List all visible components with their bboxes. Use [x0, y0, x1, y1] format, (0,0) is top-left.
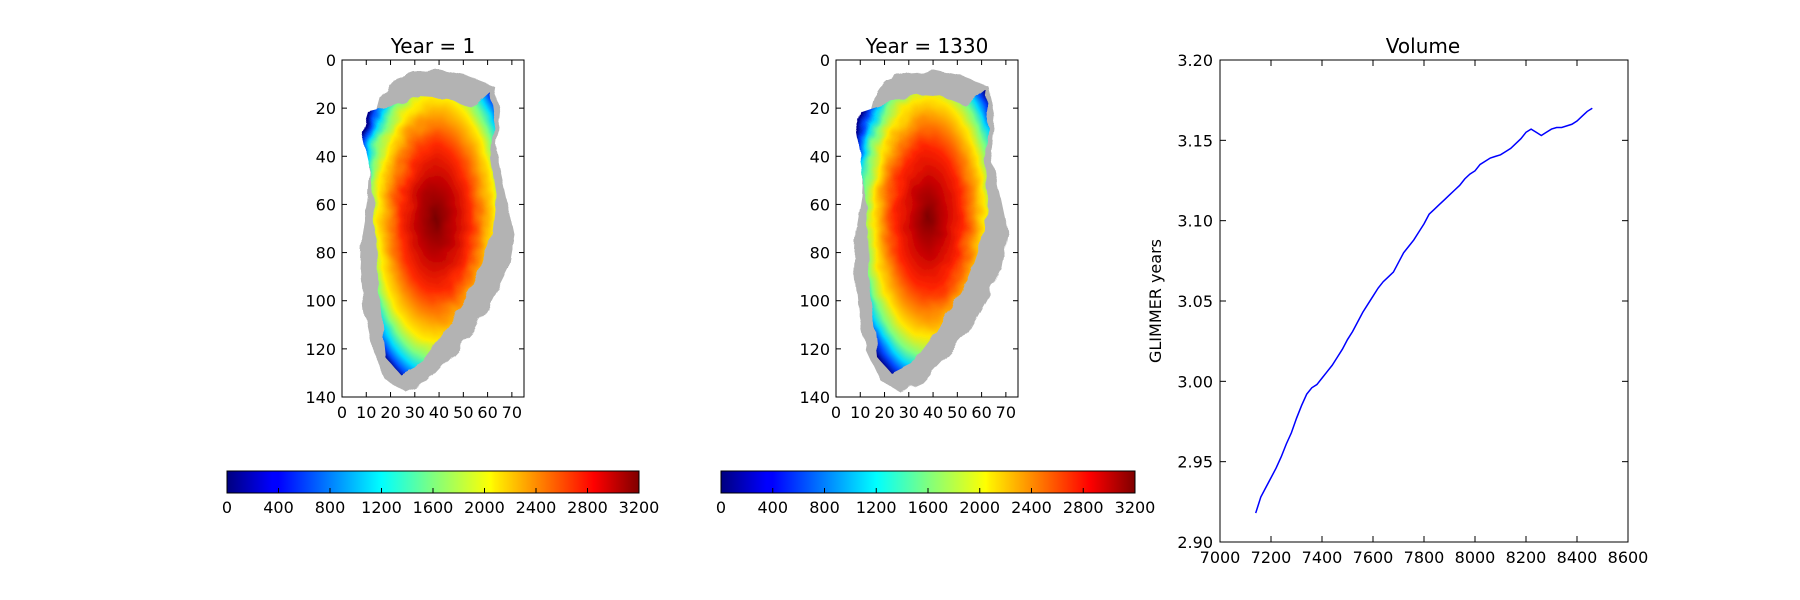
plot-frame [835, 59, 1019, 398]
colorbar-tick-label: 3200 [1115, 498, 1156, 517]
ice-thickness-field [362, 92, 496, 374]
colorbar-tick-label: 2800 [1063, 498, 1104, 517]
heatmap-panel-year-1330: Year = 1330 0 10 20 30 40 50 60 70 020406080100… [799, 34, 1019, 422]
colorbar-tick-label: 1200 [856, 498, 897, 517]
x-tick-label: 8000 [1455, 548, 1496, 567]
x-tick-label: 7200 [1251, 548, 1292, 567]
x-tick-label: 30 [899, 403, 919, 422]
y-tick-label: 20 [316, 99, 336, 118]
x-axis: 0 10 20 30 40 50 60 70 [337, 60, 522, 422]
x-tick-label: 60 [971, 403, 991, 422]
x-tick-label: 20 [380, 403, 400, 422]
chart-title: Year = 1 [390, 34, 476, 58]
ice-thickness-field [856, 90, 988, 374]
y-tick-label: 2.90 [1177, 533, 1213, 552]
x-tick-label: 40 [923, 403, 943, 422]
colorbar-tick-label: 1600 [413, 498, 454, 517]
x-tick-label: 70 [996, 403, 1016, 422]
colorbar-tick-label: 2000 [464, 498, 505, 517]
colorbar-tick-label: 2800 [567, 498, 608, 517]
y-tick-label: 0 [820, 51, 830, 70]
x-tick-label: 7400 [1302, 548, 1343, 567]
y-tick-label: 120 [305, 340, 336, 359]
x-axis: 0 10 20 30 40 50 60 70 [831, 60, 1016, 422]
y-tick-label: 140 [305, 388, 336, 407]
y-tick-label: 40 [810, 147, 830, 166]
y-tick-label: 3.00 [1177, 372, 1213, 391]
colorbar-1: 0 400 800 1200 1600 2000 2400 2800 3200 [222, 470, 659, 517]
x-tick-label: 0 [337, 403, 347, 422]
colorbar-tick-label: 2000 [959, 498, 1000, 517]
y-tick-label: 3.15 [1177, 131, 1213, 150]
volume-line-chart: Volume GLIMMER years 7000 7200 7400 7600 780… [1146, 34, 1648, 567]
x-tick-label: 70 [502, 403, 522, 422]
y-tick-label: 3.05 [1177, 292, 1213, 311]
x-tick-label: 7800 [1404, 548, 1445, 567]
y-axis: 2.90 2.95 3.00 3.05 3.10 3.15 3.20 [1177, 51, 1628, 552]
x-tick-label: 8200 [1506, 548, 1547, 567]
colorbar-tick-label: 1200 [361, 498, 402, 517]
x-tick-label: 10 [850, 403, 870, 422]
heatmap-panel-year-1: Year = 1 0 10 20 30 40 50 60 70 020406080100120… [305, 34, 525, 422]
y-tick-label: 100 [305, 292, 336, 311]
y-tick-label: 140 [799, 388, 830, 407]
x-tick-label: 20 [874, 403, 894, 422]
colorbar-tick-label: 3200 [619, 498, 660, 517]
x-tick-label: 40 [429, 403, 449, 422]
chart-title: Volume [1386, 34, 1460, 58]
y-tick-label: 80 [810, 244, 830, 263]
y-axis: 0 20 40 60 80 100 120 140 [799, 51, 1018, 407]
x-tick-label: 30 [405, 403, 425, 422]
series-line-volume [1254, 107, 1593, 514]
plot-frame [341, 59, 525, 398]
y-axis: 0 20 40 60 80 100 120 140 [305, 51, 524, 407]
y-tick-label: 3.20 [1177, 51, 1213, 70]
colorbar-tick-label: 400 [263, 498, 294, 517]
y-tick-label: 3.10 [1177, 212, 1213, 231]
y-tick-label: 60 [810, 195, 830, 214]
y-tick-label: 100 [799, 292, 830, 311]
x-tick-label: 8600 [1608, 548, 1649, 567]
x-tick-label: 8400 [1557, 548, 1598, 567]
y-tick-label: 40 [316, 147, 336, 166]
colorbar-2: 0 400 800 1200 1600 2000 2400 2800 3200 [716, 470, 1155, 517]
x-tick-label: 7000 [1200, 548, 1241, 567]
colorbar-tick-label: 0 [716, 498, 726, 517]
x-tick-label: 50 [947, 403, 967, 422]
x-tick-label: 0 [831, 403, 841, 422]
y-tick-label: 0 [326, 51, 336, 70]
y-tick-label: 20 [810, 99, 830, 118]
colorbar-tick-label: 2400 [1011, 498, 1052, 517]
x-axis: 7000 7200 7400 7600 7800 8000 8200 8400 8600 [1200, 60, 1649, 567]
colorbar-tick-label: 800 [809, 498, 840, 517]
plot-area [1219, 59, 1629, 543]
ice-sheet-map [360, 70, 514, 392]
colorbar-ticks: 0 400 800 1200 1600 2000 2400 2800 3200 [222, 488, 659, 517]
colorbar-tick-label: 0 [222, 498, 232, 517]
x-tick-label: 60 [477, 403, 497, 422]
colorbar-tick-label: 400 [757, 498, 788, 517]
y-tick-label: 60 [316, 195, 336, 214]
ice-sheet-map [854, 70, 1008, 392]
colorbar-tick-label: 800 [315, 498, 346, 517]
colorbar-tick-label: 1600 [908, 498, 949, 517]
y-tick-label: 2.95 [1177, 453, 1213, 472]
y-axis-label: GLIMMER years [1146, 239, 1165, 363]
x-tick-label: 7600 [1353, 548, 1394, 567]
colorbar-ticks: 0 400 800 1200 1600 2000 2400 2800 3200 [716, 488, 1155, 517]
y-tick-label: 80 [316, 244, 336, 263]
colorbar-tick-label: 2400 [516, 498, 557, 517]
chart-title: Year = 1330 [865, 34, 989, 58]
y-tick-label: 120 [799, 340, 830, 359]
x-tick-label: 50 [453, 403, 473, 422]
x-tick-label: 10 [356, 403, 376, 422]
